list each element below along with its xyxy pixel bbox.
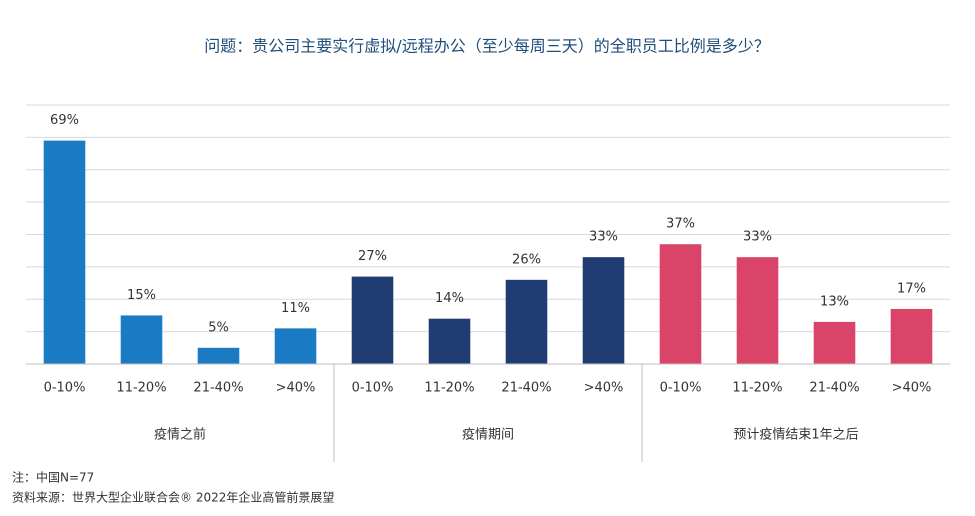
group-label: 疫情期间 bbox=[462, 427, 514, 443]
bar bbox=[120, 315, 163, 364]
bar bbox=[659, 244, 702, 364]
bar bbox=[505, 279, 548, 364]
bar bbox=[274, 328, 317, 364]
value-label: 26% bbox=[512, 252, 541, 267]
x-tick-label: 21-40% bbox=[501, 381, 551, 396]
bar bbox=[813, 321, 856, 364]
bar bbox=[197, 347, 240, 364]
chart-title: 问题：贵公司主要实行虚拟/远程办公（至少每周三天）的全职员工比例是多少？ bbox=[204, 37, 769, 56]
group-label: 疫情之前 bbox=[154, 427, 206, 443]
note: 注：中国N=77 bbox=[12, 470, 94, 485]
bar bbox=[890, 308, 933, 364]
bar bbox=[43, 140, 86, 364]
x-tick-label: 21-40% bbox=[809, 381, 859, 396]
x-tick-label: >40% bbox=[584, 381, 624, 396]
value-label: 37% bbox=[666, 217, 695, 232]
x-tick-label: 0-10% bbox=[44, 381, 86, 396]
x-tick-label: 11-20% bbox=[732, 381, 782, 396]
x-tick-label: 0-10% bbox=[352, 381, 394, 396]
value-label: 17% bbox=[897, 281, 926, 296]
value-label: 33% bbox=[589, 230, 618, 245]
bar bbox=[736, 257, 779, 364]
x-tick-label: >40% bbox=[276, 381, 316, 396]
x-tick-label: >40% bbox=[892, 381, 932, 396]
x-tick-label: 11-20% bbox=[116, 381, 166, 396]
bar bbox=[428, 318, 471, 364]
value-label: 27% bbox=[358, 249, 387, 264]
value-label: 14% bbox=[435, 291, 464, 306]
source-note: 资料来源：世界大型企业联合会® 2022年企业高管前景展望 bbox=[12, 490, 334, 505]
group-label: 预计疫情结束1年之后 bbox=[733, 427, 858, 443]
value-label: 33% bbox=[743, 230, 772, 245]
x-tick-label: 11-20% bbox=[424, 381, 474, 396]
value-label: 69% bbox=[50, 113, 79, 128]
x-tick-label: 21-40% bbox=[193, 381, 243, 396]
bar bbox=[582, 257, 625, 364]
value-label: 13% bbox=[820, 294, 849, 309]
value-label: 15% bbox=[127, 288, 156, 303]
value-label: 11% bbox=[281, 301, 310, 316]
value-label: 5% bbox=[208, 320, 229, 335]
x-tick-label: 0-10% bbox=[660, 381, 702, 396]
bar bbox=[351, 276, 394, 364]
